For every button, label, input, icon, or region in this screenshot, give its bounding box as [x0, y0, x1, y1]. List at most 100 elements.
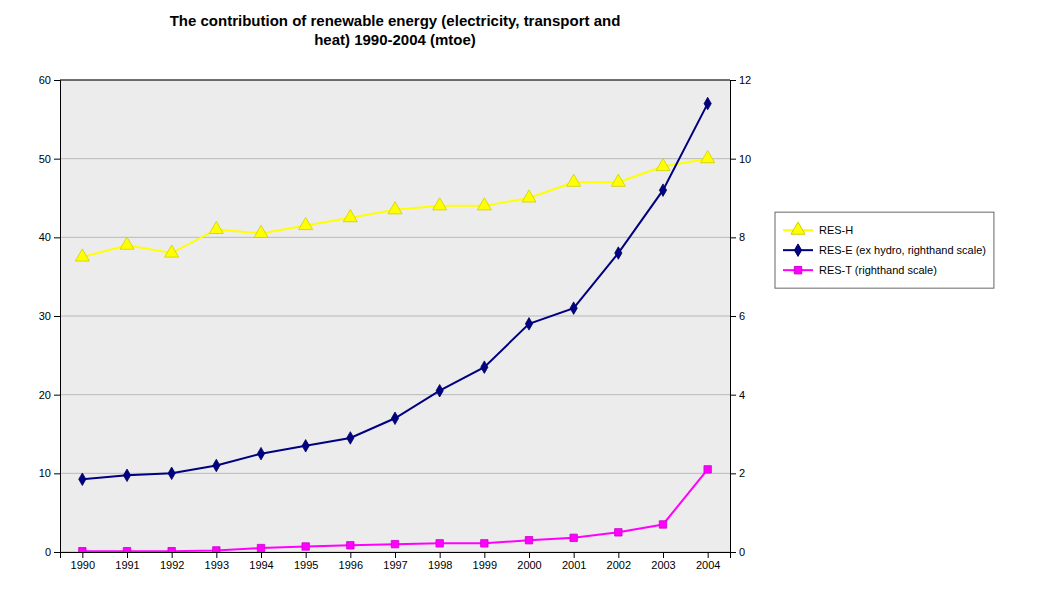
- marker: [436, 540, 443, 547]
- tick-mark: [216, 552, 217, 558]
- marker: [302, 543, 309, 550]
- grid-line: [60, 394, 730, 395]
- axis-line: [61, 553, 731, 559]
- tick-mark: [350, 552, 351, 558]
- marker: [123, 469, 130, 481]
- tick-label: 8: [739, 231, 745, 243]
- tick: 40: [39, 231, 60, 243]
- tick-mark: [54, 159, 60, 160]
- tick-label: 1995: [294, 559, 318, 571]
- tick-label: 10: [739, 153, 751, 165]
- marker: [701, 151, 715, 163]
- tick-label: 20: [39, 389, 51, 401]
- tick-label: 1994: [249, 559, 273, 571]
- tick-mark: [730, 316, 736, 317]
- tick-mark: [54, 316, 60, 317]
- legend-label: RES-H: [819, 224, 853, 236]
- legend-marker: [794, 266, 801, 273]
- tick: 2001: [562, 552, 586, 571]
- tick: 1998: [428, 552, 452, 571]
- legend-label: RES-T (righthand scale): [819, 264, 937, 276]
- marker: [436, 384, 443, 396]
- chart: 1990199119921993199419951996199719981999…: [0, 0, 1040, 597]
- title-line: heat) 1990-2004 (mtoe): [314, 31, 476, 48]
- tick-mark: [440, 552, 441, 558]
- tick-label: 1990: [71, 559, 95, 571]
- legend: RES-HRES-E (ex hydro, righthand scale)RE…: [775, 212, 994, 288]
- tick: 50: [39, 153, 60, 165]
- tick-label: 1991: [115, 559, 139, 571]
- tick-mark: [54, 552, 60, 553]
- tick: 2002: [607, 552, 631, 571]
- series-line: [82, 104, 707, 480]
- tick-label: 1993: [205, 559, 229, 571]
- marker: [120, 237, 134, 249]
- tick-mark: [529, 552, 530, 558]
- tick-mark: [730, 473, 736, 474]
- tick: 1997: [383, 552, 407, 571]
- tick-mark: [82, 552, 83, 558]
- tick: 30: [39, 310, 60, 322]
- tick-label: 6: [739, 310, 745, 322]
- axis-line: [54, 81, 61, 553]
- tick-label: 2004: [696, 559, 720, 571]
- legend-marker: [791, 222, 805, 234]
- marker: [391, 412, 398, 424]
- marker: [257, 447, 264, 459]
- marker: [302, 440, 309, 452]
- tick: 60: [39, 74, 60, 86]
- y2-axis: 0 2 4 6 8 10 12: [730, 74, 751, 558]
- marker: [343, 210, 357, 222]
- series: [79, 97, 712, 485]
- marker: [570, 534, 577, 541]
- tick: 6: [730, 310, 745, 322]
- tick-mark: [730, 395, 736, 396]
- tick-mark: [484, 552, 485, 558]
- marker: [615, 247, 622, 259]
- tick: 2: [730, 467, 745, 479]
- marker: [391, 540, 398, 547]
- tick-label: 0: [45, 546, 51, 558]
- marker: [79, 473, 86, 485]
- tick-mark: [663, 552, 664, 558]
- grid-line: [60, 158, 730, 159]
- marker: [570, 302, 577, 314]
- tick: 1994: [249, 552, 273, 571]
- marks: [75, 97, 714, 552]
- tick: 8: [730, 231, 745, 243]
- marker: [704, 466, 711, 473]
- tick-mark: [730, 237, 736, 238]
- marker: [611, 174, 625, 186]
- marker: [388, 202, 402, 214]
- marker: [213, 459, 220, 471]
- tick-mark: [54, 395, 60, 396]
- tick-label: 30: [39, 310, 51, 322]
- marker: [481, 540, 488, 547]
- tick-label: 1999: [473, 559, 497, 571]
- tick: 0: [45, 546, 60, 558]
- tick-label: 4: [739, 389, 745, 401]
- tick: 0: [730, 546, 745, 558]
- tick-mark: [708, 552, 709, 558]
- plot-frame: [60, 80, 730, 81]
- tick: 2004: [696, 552, 720, 571]
- marker: [254, 225, 268, 237]
- tick: 1999: [473, 552, 497, 571]
- tick-label: 1997: [383, 559, 407, 571]
- tick: 1995: [294, 552, 318, 571]
- legend-frame: [775, 212, 994, 288]
- tick-label: 2: [739, 467, 745, 479]
- title-line: The contribution of renewable energy (el…: [170, 12, 621, 29]
- marker: [704, 97, 711, 109]
- series-line: [82, 469, 707, 551]
- marker: [165, 245, 179, 257]
- tick: 10: [730, 153, 751, 165]
- tick-mark: [730, 80, 736, 81]
- plot-background: [60, 80, 730, 552]
- marker: [209, 221, 223, 233]
- tick: 12: [730, 74, 751, 86]
- tick-mark: [730, 159, 736, 160]
- marker: [525, 318, 532, 330]
- tick-mark: [618, 552, 619, 558]
- tick-label: 2003: [651, 559, 675, 571]
